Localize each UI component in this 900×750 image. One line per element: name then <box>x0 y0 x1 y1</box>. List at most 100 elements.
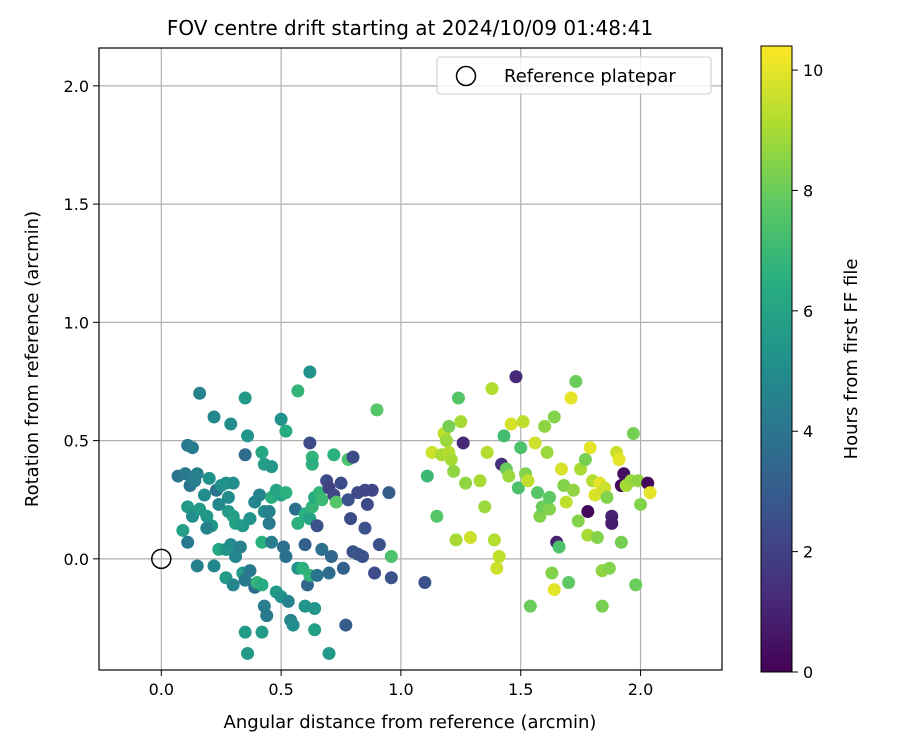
data-point <box>190 467 204 481</box>
data-point <box>265 460 279 474</box>
data-point <box>583 441 597 455</box>
data-point <box>305 457 319 471</box>
x-axis-ticks: 0.0 0.5 1.0 1.5 2.0 <box>149 670 653 699</box>
data-point <box>241 646 255 660</box>
data-point <box>303 436 317 450</box>
legend-box <box>436 56 712 95</box>
data-point <box>480 445 494 459</box>
data-point <box>605 516 619 530</box>
data-point <box>265 535 279 549</box>
data-point <box>552 540 566 554</box>
y-tick-label: 1.0 <box>64 313 89 332</box>
data-point <box>514 441 528 455</box>
data-point <box>181 535 195 549</box>
data-point <box>288 502 302 516</box>
data-point <box>614 535 628 549</box>
data-point <box>502 469 516 483</box>
data-point <box>324 549 338 563</box>
data-point <box>253 488 267 502</box>
data-point <box>322 646 336 660</box>
data-point <box>511 481 525 495</box>
data-point <box>528 436 542 450</box>
data-point <box>310 568 324 582</box>
data-point <box>226 578 240 592</box>
data-point <box>497 429 511 443</box>
x-axis-label: Angular distance from reference (arcmin) <box>224 712 597 733</box>
data-point <box>286 618 300 632</box>
plot-frame <box>98 47 723 671</box>
data-point <box>341 493 355 507</box>
data-point <box>547 410 561 424</box>
data-point <box>504 417 518 431</box>
data-point <box>485 382 499 396</box>
data-point <box>545 566 559 580</box>
data-point <box>207 410 221 424</box>
data-point <box>562 575 576 589</box>
data-point <box>456 436 470 450</box>
data-point <box>281 594 295 608</box>
data-point <box>384 571 398 585</box>
colorbar-tick-label: 8 <box>803 181 813 200</box>
data-point <box>554 462 568 476</box>
data-point <box>190 559 204 573</box>
x-tick-label: 2.0 <box>628 680 653 699</box>
data-point <box>329 495 343 509</box>
data-point <box>197 488 211 502</box>
data-point <box>315 493 329 507</box>
y-tick-label: 2.0 <box>64 77 89 96</box>
data-point <box>358 521 372 535</box>
colorbar-ticks: 0 2 4 6 8 10 <box>792 61 823 682</box>
data-point <box>569 374 583 388</box>
data-point <box>634 497 648 511</box>
data-point <box>509 370 523 384</box>
data-point <box>310 519 324 533</box>
data-point <box>193 386 207 400</box>
data-point <box>447 464 461 478</box>
data-point <box>241 429 255 443</box>
data-point <box>384 549 398 563</box>
data-point <box>279 486 293 500</box>
data-point <box>279 424 293 438</box>
data-point <box>557 479 571 493</box>
data-point <box>185 441 199 455</box>
data-point <box>439 434 453 448</box>
data-point <box>600 490 614 504</box>
data-point <box>372 538 386 552</box>
data-point <box>590 531 604 545</box>
data-point <box>442 419 456 433</box>
colorbar: 0 2 4 6 8 10 Hours from first FF file <box>760 45 862 682</box>
data-point <box>420 469 434 483</box>
data-point <box>255 578 269 592</box>
data-point <box>602 561 616 575</box>
data-point <box>200 521 214 535</box>
data-point <box>308 623 322 637</box>
data-point <box>262 516 276 530</box>
x-tick-label: 0.0 <box>149 680 174 699</box>
data-point <box>238 448 252 462</box>
data-point <box>559 495 573 509</box>
data-point <box>571 514 585 528</box>
data-points <box>171 365 657 660</box>
colorbar-tick-label: 4 <box>803 422 813 441</box>
data-point <box>473 474 487 488</box>
data-point <box>334 476 348 490</box>
data-point <box>382 486 396 500</box>
data-point <box>212 497 226 511</box>
data-point <box>365 483 379 497</box>
data-point <box>226 476 240 490</box>
legend: Reference platepar <box>436 56 712 95</box>
data-point <box>566 483 580 497</box>
data-point <box>490 561 504 575</box>
data-point <box>308 602 322 616</box>
data-point <box>262 505 276 519</box>
data-point <box>478 500 492 514</box>
x-tick-label: 1.0 <box>388 680 413 699</box>
data-point <box>581 505 595 519</box>
chart-title: FOV centre drift starting at 2024/10/09 … <box>167 16 653 40</box>
y-axis-ticks: 0.0 0.5 1.0 1.5 2.0 <box>64 77 99 569</box>
data-point <box>516 415 530 429</box>
data-point <box>255 535 269 549</box>
data-point <box>595 599 609 613</box>
data-point <box>339 618 353 632</box>
